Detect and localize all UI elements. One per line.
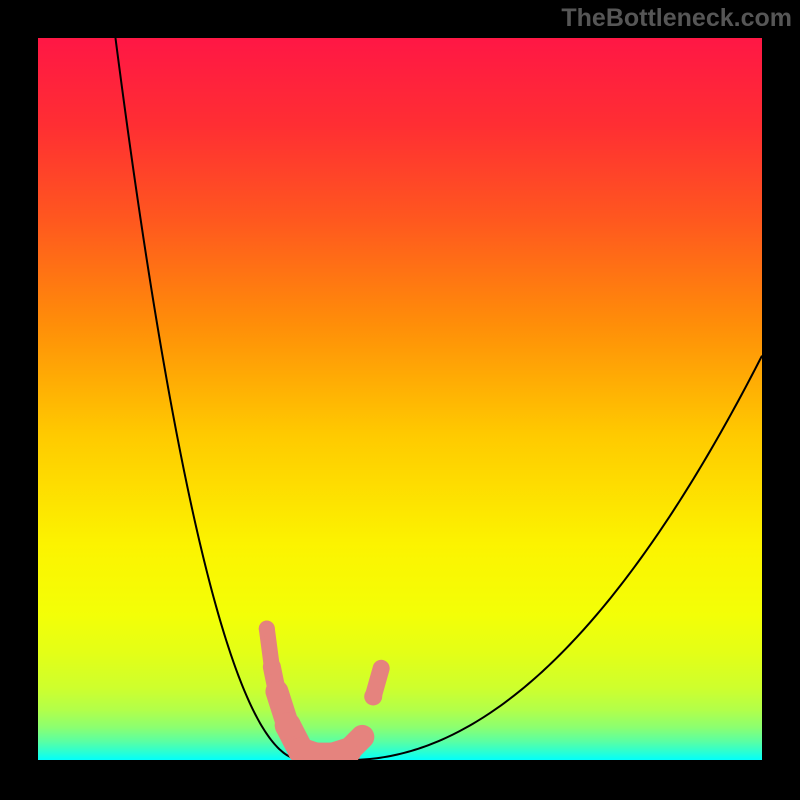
markers-left-marker [351, 726, 373, 748]
markers-right-marker [364, 687, 382, 705]
markers-left-marker [259, 621, 275, 637]
markers-left-marker [275, 712, 301, 738]
markers-left-marker [267, 681, 287, 701]
markers-right-marker [373, 660, 389, 676]
plot-area [38, 38, 762, 760]
chart-stage: TheBottleneck.com [0, 0, 800, 800]
markers-left-marker [264, 659, 280, 675]
chart-overlay [38, 38, 762, 760]
watermark-text: TheBottleneck.com [561, 4, 792, 33]
curve-right [349, 356, 762, 760]
